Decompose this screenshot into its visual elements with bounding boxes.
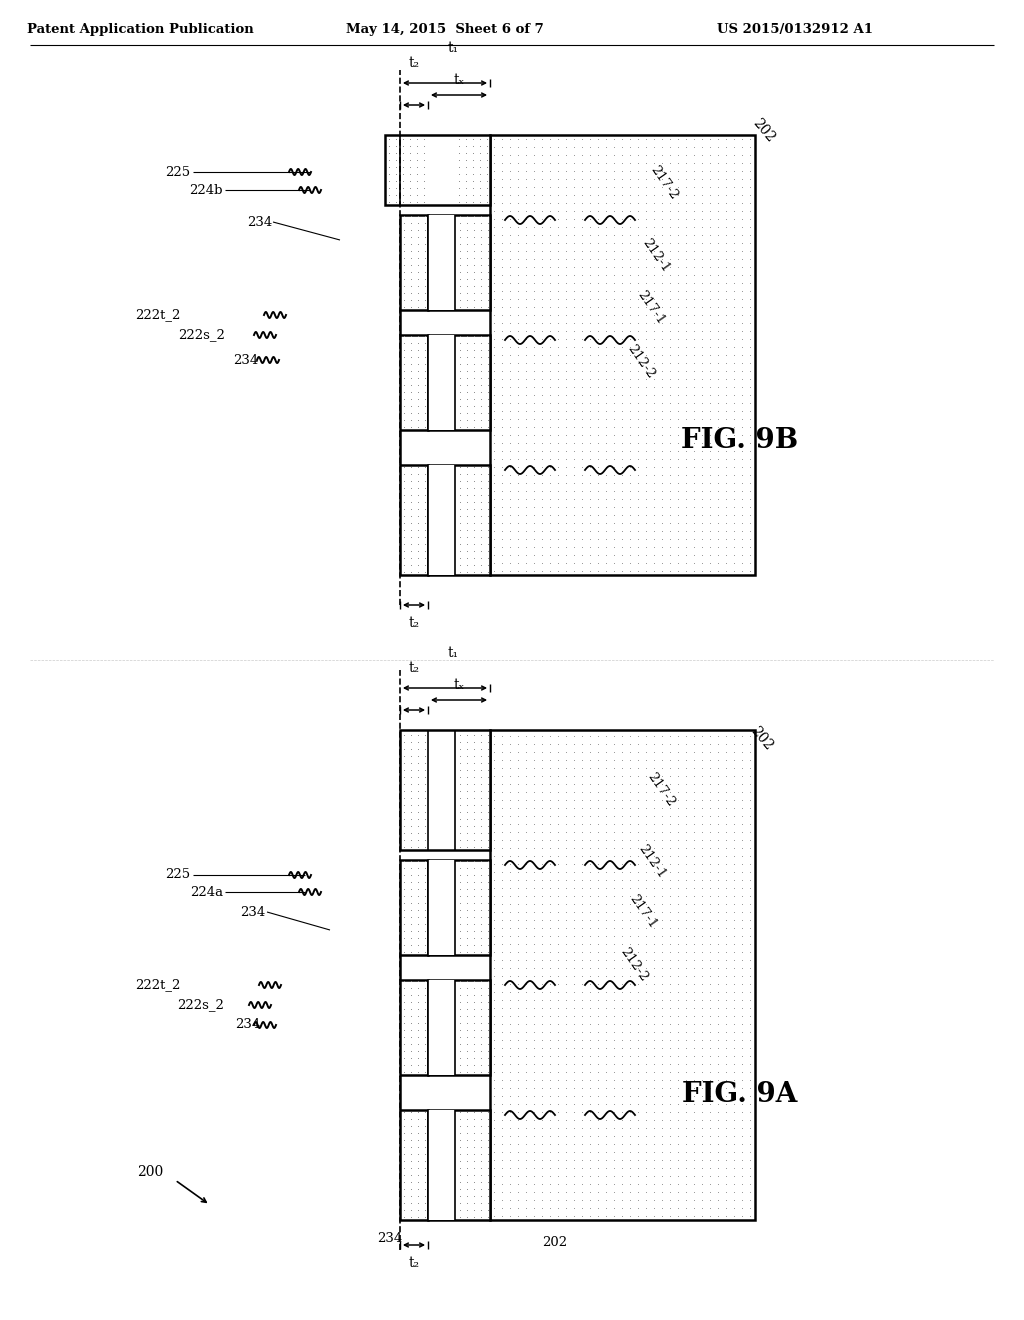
Text: 212-2: 212-2 — [618, 945, 650, 985]
Bar — [400, 215, 428, 310]
Text: May 14, 2015  Sheet 6 of 7: May 14, 2015 Sheet 6 of 7 — [346, 22, 544, 36]
Text: 234: 234 — [234, 1019, 260, 1031]
Bar — [428, 733, 455, 847]
Text: 234: 234 — [247, 215, 272, 228]
Text: t₂: t₂ — [409, 616, 420, 630]
Text: 234: 234 — [378, 1232, 402, 1245]
Bar — [428, 979, 490, 1074]
Bar — [428, 137, 455, 203]
Text: t₂: t₂ — [409, 55, 420, 70]
Bar — [490, 135, 755, 576]
Bar — [428, 861, 455, 954]
Text: Patent Application Publication: Patent Application Publication — [27, 22, 253, 36]
Text: 222t_2: 222t_2 — [134, 309, 180, 322]
Text: t₁: t₁ — [447, 645, 459, 660]
Text: tₓ: tₓ — [454, 678, 465, 692]
Text: FIG. 9A: FIG. 9A — [682, 1081, 798, 1109]
Bar — [428, 335, 490, 430]
Bar — [400, 979, 428, 1074]
Text: 202: 202 — [543, 1236, 567, 1249]
Text: FIG. 9B: FIG. 9B — [681, 426, 799, 454]
Text: 222s_2: 222s_2 — [178, 329, 225, 342]
Text: 234: 234 — [240, 906, 265, 919]
Bar — [490, 730, 755, 1220]
Text: 202: 202 — [750, 115, 777, 145]
Bar — [428, 1110, 490, 1220]
Text: 224a: 224a — [189, 886, 223, 899]
Text: 224b: 224b — [189, 183, 223, 197]
Text: 217-2: 217-2 — [645, 771, 678, 809]
Text: 225: 225 — [165, 165, 190, 178]
Text: t₁: t₁ — [447, 41, 459, 55]
Text: 212-2: 212-2 — [625, 343, 657, 381]
Text: tₓ: tₓ — [454, 73, 465, 87]
Bar — [428, 465, 455, 576]
Bar — [428, 465, 490, 576]
Text: 200: 200 — [137, 1166, 163, 1179]
Text: t₂: t₂ — [409, 1257, 420, 1270]
Bar — [428, 335, 455, 430]
Text: t₂: t₂ — [409, 661, 420, 675]
Text: 222s_2: 222s_2 — [177, 998, 224, 1011]
Text: 212-1: 212-1 — [636, 842, 669, 882]
Bar — [400, 335, 428, 430]
Text: 217-1: 217-1 — [635, 289, 668, 327]
Text: 217-2: 217-2 — [648, 164, 681, 202]
Text: 222t_2: 222t_2 — [134, 978, 180, 991]
Bar — [385, 135, 490, 205]
Bar — [400, 861, 428, 954]
Text: 212-1: 212-1 — [640, 236, 673, 276]
Bar — [400, 465, 428, 576]
Bar — [428, 215, 490, 310]
Text: 234: 234 — [232, 354, 258, 367]
Bar — [428, 215, 455, 310]
Text: 225: 225 — [165, 869, 190, 882]
Bar — [428, 861, 490, 954]
Text: 217-1: 217-1 — [627, 892, 659, 932]
Text: US 2015/0132912 A1: US 2015/0132912 A1 — [717, 22, 873, 36]
Text: 202: 202 — [748, 723, 775, 752]
Bar — [428, 1110, 455, 1220]
Bar — [400, 730, 490, 850]
Bar — [400, 1110, 428, 1220]
Bar — [428, 979, 455, 1074]
